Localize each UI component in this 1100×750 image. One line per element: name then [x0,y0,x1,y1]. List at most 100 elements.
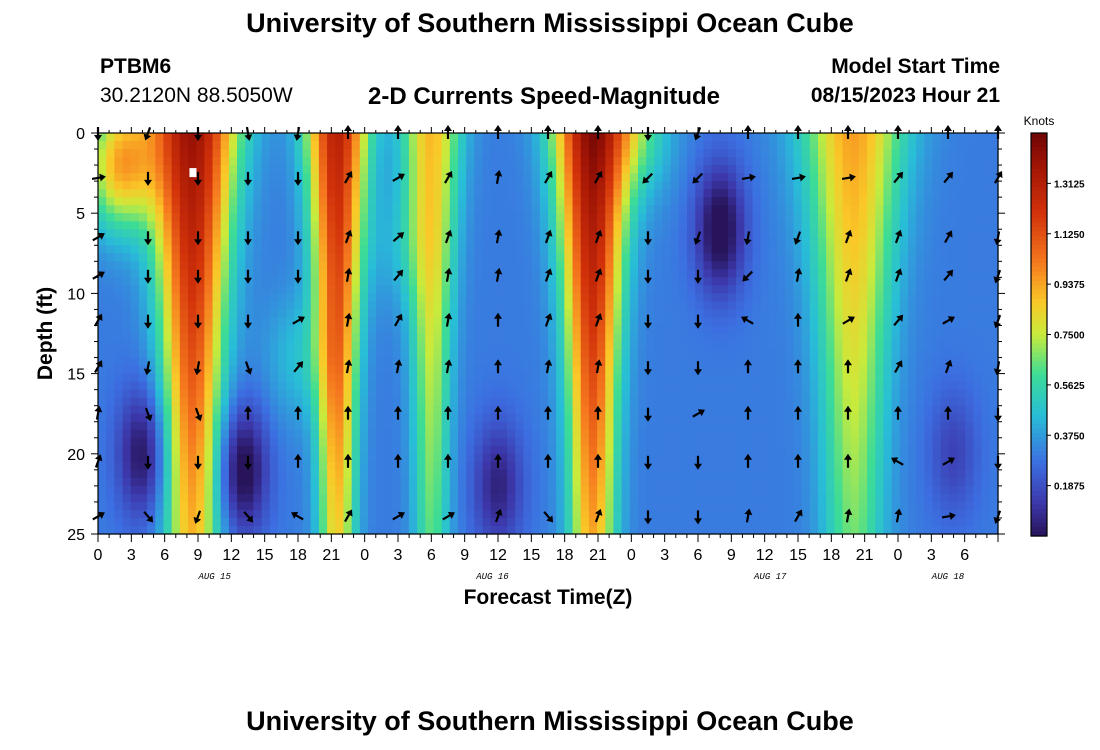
heatmap-cell [261,461,271,471]
heatmap-cell [531,189,541,198]
heatmap-cell [654,389,664,399]
heatmap-cell [278,461,287,471]
heatmap-cell [556,213,565,222]
heatmap-cell [891,349,901,359]
heatmap-cell [695,389,705,399]
heatmap-cell [490,237,500,246]
heatmap-cell [621,525,631,535]
heatmap-cell [834,421,844,431]
heatmap-cell [302,277,312,286]
heatmap-cell [850,341,860,351]
heatmap-cell [179,245,189,254]
heatmap-cell [220,437,230,447]
heatmap-cell [106,453,115,463]
heatmap-cell [368,477,377,487]
heatmap-cell [629,389,639,399]
heatmap-cell [785,309,795,319]
heatmap-cell [597,205,606,214]
heatmap-cell [670,189,680,198]
heatmap-cell [809,517,819,527]
heatmap-cell [163,253,173,262]
heatmap-cell [588,277,598,286]
heatmap-cell [556,437,565,447]
heatmap-cell [548,389,557,399]
heatmap-cell [613,277,623,286]
heatmap-cell [507,213,516,222]
heatmap-cell [490,453,500,463]
heatmap-cell [899,413,909,423]
heatmap-cell [220,397,230,407]
heatmap-cell [695,325,705,335]
heatmap-cell [678,141,688,150]
heatmap-cell [327,181,336,190]
heatmap-cell [351,509,361,519]
heatmap-cell [899,477,909,487]
heatmap-cell [662,437,672,447]
heatmap-cell [310,397,320,407]
heatmap-cell [449,429,459,439]
heatmap-cell [163,181,173,190]
heatmap-cell [228,485,238,495]
heatmap-cell [400,381,410,391]
heatmap-cell [899,293,909,303]
heatmap-cell [425,309,435,319]
heatmap-cell [891,461,901,471]
heatmap-cell [564,509,574,519]
heatmap-cell [400,149,410,158]
heatmap-cell [98,285,107,294]
heatmap-cell [736,301,745,311]
heatmap-cell [564,237,574,246]
heatmap-cell [482,285,492,294]
heatmap-cell [777,301,786,311]
heatmap-cell [155,221,165,230]
heatmap-cell [237,493,246,503]
heatmap-cell [376,277,385,286]
heatmap-cell [662,421,672,431]
heatmap-cell [744,445,754,455]
heatmap-cell [228,437,238,447]
heatmap-cell [122,141,132,150]
heatmap-cell [368,205,377,214]
heatmap-cell [752,261,762,270]
heatmap-cell [809,173,819,182]
heatmap-cell [286,341,295,351]
heatmap-cell [662,213,672,222]
heatmap-cell [515,181,525,190]
heatmap-cell [777,165,786,174]
heatmap-cell [212,525,222,535]
heatmap-cell [842,373,852,383]
heatmap-cell [695,141,705,150]
heatmap-cell [744,469,754,479]
heatmap-cell [253,293,263,303]
heatmap-cell [261,365,271,375]
heatmap-cell [458,213,467,222]
heatmap-cell [196,421,205,431]
heatmap-cell [891,309,901,319]
heatmap-cell [351,341,361,351]
heatmap-cell [441,285,451,294]
heatmap-cell [834,141,844,150]
heatmap-cell [490,493,500,503]
heatmap-cell [302,181,312,190]
heatmap-cell [482,477,492,487]
heatmap-cell [826,509,835,519]
heatmap-cell [858,333,868,343]
heatmap-cell [580,453,590,463]
heatmap-cell [883,525,893,535]
heatmap-cell [498,165,508,174]
heatmap-cell [826,341,835,351]
heatmap-cell [114,461,124,471]
heatmap-cell [597,405,606,415]
heatmap-cell [662,445,672,455]
heatmap-cell [842,525,852,535]
heatmap-cell [171,437,181,447]
heatmap-cell [834,269,844,278]
heatmap-cell [335,317,345,327]
heatmap-cell [196,357,205,367]
heatmap-cell [318,293,328,303]
heatmap-cell [458,469,467,479]
heatmap-cell [515,189,525,198]
heatmap-cell [498,309,508,319]
heatmap-cell [597,429,606,439]
heatmap-cell [793,221,803,230]
